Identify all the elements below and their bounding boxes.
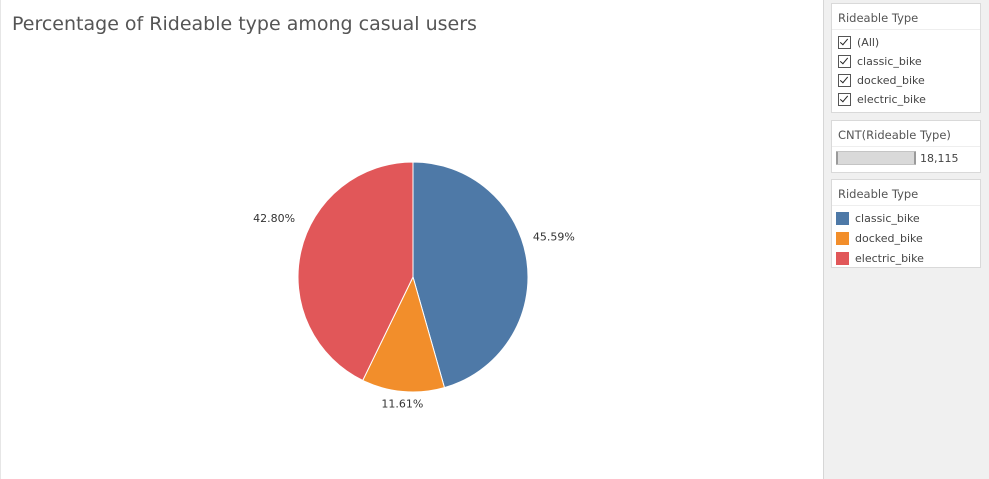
legend-title: Rideable Type xyxy=(832,180,980,206)
legend-label: docked_bike xyxy=(855,231,923,245)
color-legend-card: Rideable Type classic_bike docked_bike e… xyxy=(831,179,981,268)
filter-item-label: docked_bike xyxy=(857,74,925,87)
chart-area: Percentage of Rideable type among casual… xyxy=(0,0,575,479)
measure-value: 18,115 xyxy=(920,151,959,165)
legend-label: electric_bike xyxy=(855,251,924,265)
pie-slice-docked-bike[interactable] xyxy=(362,275,446,393)
filter-item-electric-bike[interactable]: electric_bike xyxy=(832,90,980,109)
pie-label-classic-bike: 45.59% xyxy=(533,230,575,243)
pie-label-docked-bike: 11.61% xyxy=(381,398,423,411)
legend-swatch xyxy=(836,231,849,245)
filter-title: Rideable Type xyxy=(832,4,980,30)
filter-item-label: classic_bike xyxy=(857,55,922,68)
measure-slider[interactable]: 18,115 xyxy=(832,147,980,169)
filter-item-label: electric_bike xyxy=(857,93,926,106)
legend-item-electric-bike[interactable]: electric_bike xyxy=(832,248,980,268)
slider-track[interactable] xyxy=(836,151,916,165)
filter-item-all[interactable]: (All) xyxy=(832,33,980,52)
measure-card: CNT(Rideable Type) 18,115 xyxy=(831,120,981,173)
checkbox-checked-icon[interactable] xyxy=(838,55,851,68)
filter-item-classic-bike[interactable]: classic_bike xyxy=(832,52,980,71)
legend-item-classic-bike[interactable]: classic_bike xyxy=(832,208,980,228)
pie-slice-classic-bike[interactable] xyxy=(412,161,529,389)
checkbox-checked-icon[interactable] xyxy=(838,93,851,106)
pie-slice-electric-bike[interactable] xyxy=(297,161,414,382)
checkbox-checked-icon[interactable] xyxy=(838,36,851,49)
pie-chart: 45.59% 11.61% 42.80% xyxy=(253,161,575,411)
measure-title: CNT(Rideable Type) xyxy=(832,121,980,147)
chart-title: Percentage of Rideable type among casual… xyxy=(12,13,477,35)
checkbox-checked-icon[interactable] xyxy=(838,74,851,87)
filter-item-label: (All) xyxy=(857,36,880,49)
legend-swatch xyxy=(836,251,849,265)
filter-card: Rideable Type (All) classic_bike docked_… xyxy=(831,3,981,113)
legend-item-docked-bike[interactable]: docked_bike xyxy=(832,228,980,248)
filter-item-docked-bike[interactable]: docked_bike xyxy=(832,71,980,90)
legend-label: classic_bike xyxy=(855,211,920,225)
legend-swatch xyxy=(836,211,849,225)
pie-label-electric-bike: 42.80% xyxy=(253,212,295,225)
side-panel: Rideable Type (All) classic_bike docked_… xyxy=(823,0,989,479)
